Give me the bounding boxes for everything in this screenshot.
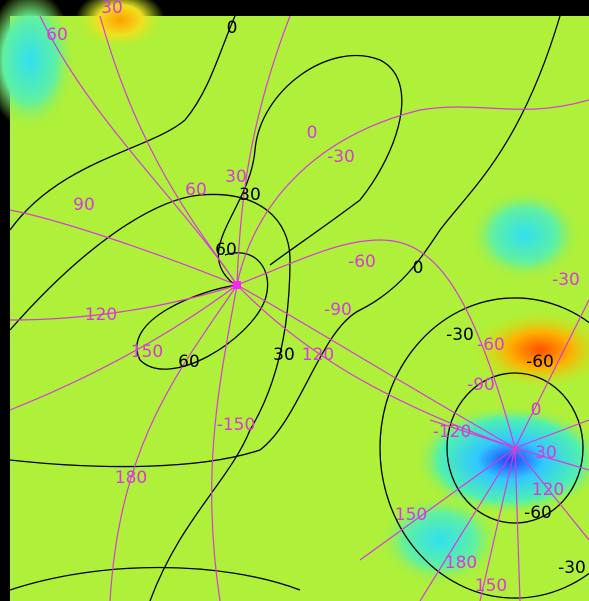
amplitude-label: 30 xyxy=(273,345,295,365)
phase-label: -120 xyxy=(433,422,472,442)
cyan-patch xyxy=(380,495,500,585)
phase-label: 120 xyxy=(302,345,334,365)
phase-contours xyxy=(9,15,589,601)
phase-label: -90 xyxy=(324,300,352,320)
phase-label: -60 xyxy=(348,252,376,272)
cyan-patch xyxy=(470,190,580,280)
amplitude-label: 30 xyxy=(239,185,261,205)
orange-patch xyxy=(470,310,589,390)
phase-label: 120 xyxy=(85,305,117,325)
phase-label: -90 xyxy=(467,375,495,395)
phase-label: 0 xyxy=(531,400,542,420)
amplitude-label: 60 xyxy=(178,352,200,372)
phase-label: 30 xyxy=(225,167,247,187)
yellow-patch xyxy=(75,0,165,50)
phase-label: 60 xyxy=(185,180,207,200)
phase-label: 180 xyxy=(445,553,477,573)
amplitude-label: 0 xyxy=(413,258,424,278)
phase-label: -60 xyxy=(477,335,505,355)
phase-label: 90 xyxy=(73,195,95,215)
amplitude-contours xyxy=(9,15,589,601)
amplitude-label: -60 xyxy=(526,352,554,372)
phase-label: 0 xyxy=(307,123,318,143)
singularity xyxy=(233,281,241,289)
amplitude-label: 60 xyxy=(215,240,237,260)
phase-label: 150 xyxy=(395,505,427,525)
phase-label: 150 xyxy=(131,342,163,362)
phase-label: 150 xyxy=(475,576,507,596)
phase-label: 30 xyxy=(535,443,557,463)
amplitude-label: 0 xyxy=(227,18,238,38)
phase-label: -30 xyxy=(552,270,580,290)
phase-label: 60 xyxy=(46,25,68,45)
cyan-patch xyxy=(0,0,75,130)
amplitude-label: -30 xyxy=(558,558,586,578)
phase-label: -30 xyxy=(327,147,355,167)
blue-patch xyxy=(415,405,589,515)
phase-label: 180 xyxy=(115,468,147,488)
amplitude-label: -30 xyxy=(446,325,474,345)
phase-label: 30 xyxy=(101,0,123,18)
amplitude-label: -60 xyxy=(524,503,552,523)
phase-label: -150 xyxy=(217,415,256,435)
phase-label: 120 xyxy=(532,480,564,500)
